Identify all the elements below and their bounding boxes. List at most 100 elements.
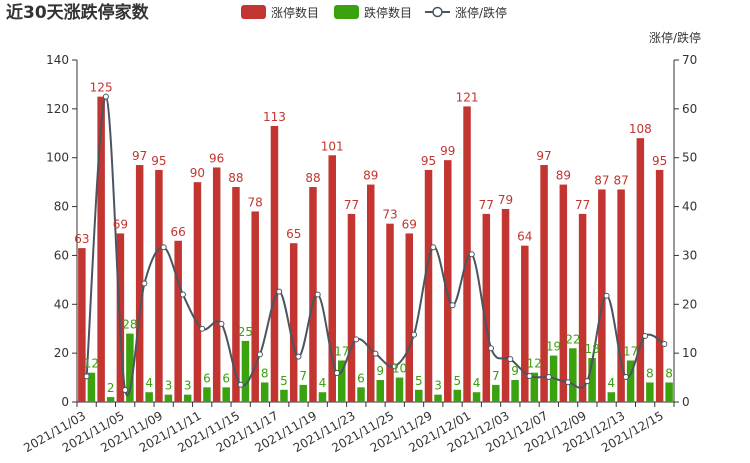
ratio-line: [83, 93, 668, 397]
data-label-limit-up: 95: [421, 154, 436, 168]
bars: [78, 96, 673, 403]
y-right-tick-label: 0: [682, 395, 690, 409]
ratio-point: [411, 331, 418, 338]
data-label-limit-down: 18: [584, 342, 599, 356]
ratio-point: [488, 345, 495, 352]
ratio-point: [256, 351, 263, 358]
data-label-limit-up: 121: [456, 90, 479, 104]
value-labels: 6312125269289749536639069668825788113565…: [74, 81, 673, 395]
data-label-limit-down: 6: [203, 371, 211, 385]
data-label-limit-down: 3: [434, 379, 442, 393]
data-label-limit-up: 95: [151, 154, 166, 168]
bar-limit-down: [434, 394, 442, 402]
bar-limit-down: [395, 377, 404, 402]
y-left-tick-label: 0: [61, 395, 69, 409]
data-label-limit-down: 8: [646, 366, 654, 380]
y-right-tick-label: 50: [682, 151, 697, 165]
legend-item-ratio[interactable]: 涨停/跌停: [425, 5, 507, 20]
data-label-limit-down: 12: [527, 357, 542, 371]
data-label-limit-down: 5: [415, 374, 423, 388]
legend-label-ratio: 涨停/跌停: [455, 5, 507, 20]
y-left-tick-label: 80: [54, 200, 69, 214]
ratio-point: [391, 363, 398, 370]
data-label-limit-up: 113: [263, 110, 286, 124]
data-label-limit-down: 2: [107, 381, 115, 395]
y-left-tick-label: 100: [46, 151, 69, 165]
ratio-point: [122, 386, 129, 393]
ratio-point: [372, 350, 379, 357]
bar-limit-down: [453, 389, 462, 402]
bar-limit-up: [521, 245, 529, 402]
data-label-limit-down: 22: [565, 332, 580, 346]
bar-limit-down: [260, 382, 269, 402]
bar-limit-up: [347, 213, 356, 402]
data-label-limit-down: 25: [238, 325, 253, 339]
ratio-point: [603, 292, 610, 299]
data-label-limit-up: 77: [575, 198, 590, 212]
data-label-limit-up: 97: [132, 149, 147, 163]
data-label-limit-down: 9: [376, 364, 384, 378]
ratio-point: [314, 291, 321, 298]
bar-limit-up: [424, 169, 433, 402]
data-label-limit-up: 87: [594, 173, 609, 187]
bar-limit-up: [463, 106, 471, 403]
bar-limit-down: [492, 384, 500, 402]
bar-limit-down: [626, 360, 635, 402]
data-label-limit-down: 4: [608, 376, 616, 390]
data-label-limit-down: 12: [84, 357, 99, 371]
bar-limit-up: [232, 187, 240, 402]
legend-item-limit-down[interactable]: 跌停数目: [334, 5, 412, 20]
y-left-tick-label: 60: [54, 248, 69, 262]
data-label-limit-down: 5: [453, 374, 461, 388]
ratio-point: [295, 353, 302, 360]
bar-limit-down: [203, 387, 211, 402]
legend-label-limit-up: 涨停数目: [271, 5, 319, 20]
data-label-limit-down: 3: [165, 379, 173, 393]
ratio-point: [526, 372, 533, 379]
bar-limit-up: [212, 167, 221, 402]
ratio-point: [237, 381, 244, 388]
data-label-limit-down: 17: [334, 344, 349, 358]
bar-limit-up: [78, 248, 86, 402]
bar-limit-up: [598, 189, 606, 402]
data-label-limit-down: 17: [623, 344, 638, 358]
data-label-limit-down: 4: [473, 376, 481, 390]
bar-limit-up: [559, 184, 568, 402]
bar-limit-down: [646, 382, 654, 402]
ratio-point: [507, 356, 514, 363]
bar-limit-down: [145, 392, 153, 402]
bar-limit-down: [376, 380, 384, 402]
bar-limit-up: [482, 213, 491, 402]
ratio-point: [468, 251, 475, 258]
bar-limit-down: [607, 392, 616, 402]
data-label-limit-down: 6: [357, 371, 365, 385]
right-axis-name: 涨停/跌停: [649, 30, 701, 45]
legend-item-limit-up[interactable]: 涨停数目: [241, 5, 319, 20]
y-left-tick-label: 20: [54, 346, 69, 360]
data-label-limit-down: 10: [392, 362, 407, 376]
bar-limit-up: [617, 189, 625, 402]
ratio-point: [449, 302, 456, 309]
bar-limit-down: [588, 358, 596, 402]
data-label-limit-up: 89: [363, 169, 378, 183]
ratio-point: [353, 336, 360, 343]
ratio-point: [584, 378, 591, 385]
data-label-limit-up: 69: [402, 217, 417, 231]
ratio-point: [622, 373, 629, 380]
y-right-tick-label: 30: [682, 248, 697, 262]
y-right-tick-label: 20: [682, 297, 697, 311]
data-label-limit-up: 125: [90, 81, 113, 95]
data-label-limit-up: 77: [344, 198, 359, 212]
ratio-point: [141, 280, 148, 287]
ratio-point: [661, 340, 668, 347]
data-label-limit-up: 89: [556, 169, 571, 183]
data-label-limit-down: 3: [184, 379, 192, 393]
data-label-limit-up: 69: [113, 217, 128, 231]
ratio-point: [276, 288, 283, 295]
data-label-limit-down: 4: [145, 376, 153, 390]
data-label-limit-up: 96: [209, 151, 224, 165]
data-label-limit-down: 4: [319, 376, 327, 390]
data-label-limit-up: 66: [171, 225, 186, 239]
bar-limit-down: [241, 340, 250, 402]
legend[interactable]: 涨停数目 跌停数目 涨停/跌停: [241, 5, 507, 20]
